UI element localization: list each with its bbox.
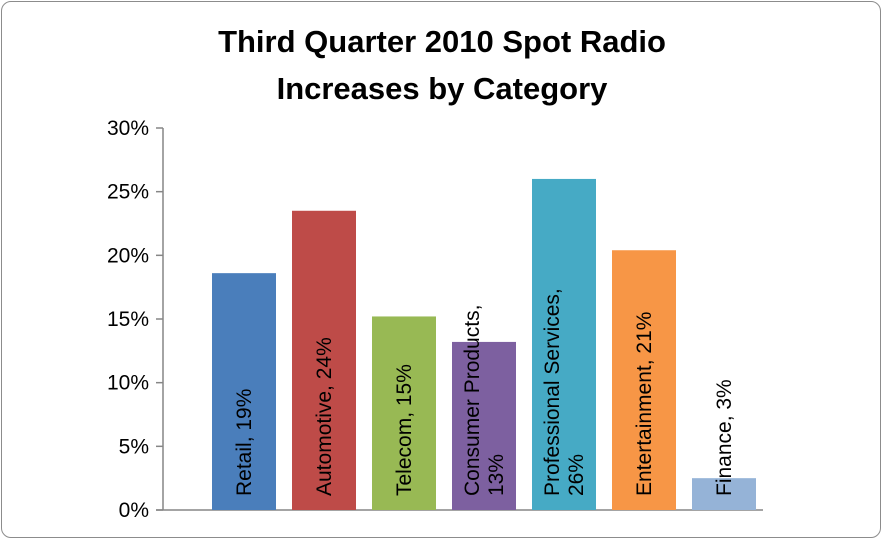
data-label-line: Telecom, 15% xyxy=(393,364,416,496)
data-label-finance: Finance, 3% xyxy=(713,379,736,496)
data-label-line: Professional Services, xyxy=(541,288,564,496)
y-tick-label: 0% xyxy=(119,499,149,522)
data-label-entertainment: Entertainment, 21% xyxy=(633,312,656,496)
y-tick-label: 30% xyxy=(107,117,149,140)
bar-consumer-products xyxy=(452,341,516,510)
chart-title-line-2: Increases by Category xyxy=(277,71,609,106)
data-label-line: 13% xyxy=(485,454,508,496)
data-label-retail: Retail, 19% xyxy=(233,389,256,496)
bar-telecom xyxy=(372,316,436,510)
y-tick-label: 20% xyxy=(107,244,149,267)
y-tick-label: 15% xyxy=(107,308,149,331)
data-label-professional-services: Professional Services,26% xyxy=(541,288,588,496)
data-label-consumer-products: Consumer Products,13% xyxy=(461,305,508,496)
data-label-line: 26% xyxy=(565,454,588,496)
chart-title-line-1: Third Quarter 2010 Spot Radio xyxy=(218,24,666,59)
data-label-line: Automotive, 24% xyxy=(313,337,336,496)
data-label-line: Consumer Products, xyxy=(461,305,484,496)
bar-finance xyxy=(692,478,756,510)
bar-professional-services xyxy=(532,178,596,510)
data-label-automotive: Automotive, 24% xyxy=(313,337,336,496)
y-tick-label: 5% xyxy=(119,435,149,458)
bar-entertainment xyxy=(612,250,676,511)
data-label-telecom: Telecom, 15% xyxy=(393,364,416,496)
data-label-layer: Retail, 19% Automotive, 24% Telecom, 15% Co… xyxy=(233,288,736,496)
bar-automotive xyxy=(292,210,356,510)
y-tick-label: 10% xyxy=(107,372,149,395)
data-label-line: Retail, 19% xyxy=(233,389,256,496)
data-label-line: Entertainment, 21% xyxy=(633,312,656,496)
data-label-line: Finance, 3% xyxy=(713,379,736,496)
y-tick-label: 25% xyxy=(107,181,149,204)
bar-layer xyxy=(212,178,756,511)
bar-retail xyxy=(212,273,276,510)
